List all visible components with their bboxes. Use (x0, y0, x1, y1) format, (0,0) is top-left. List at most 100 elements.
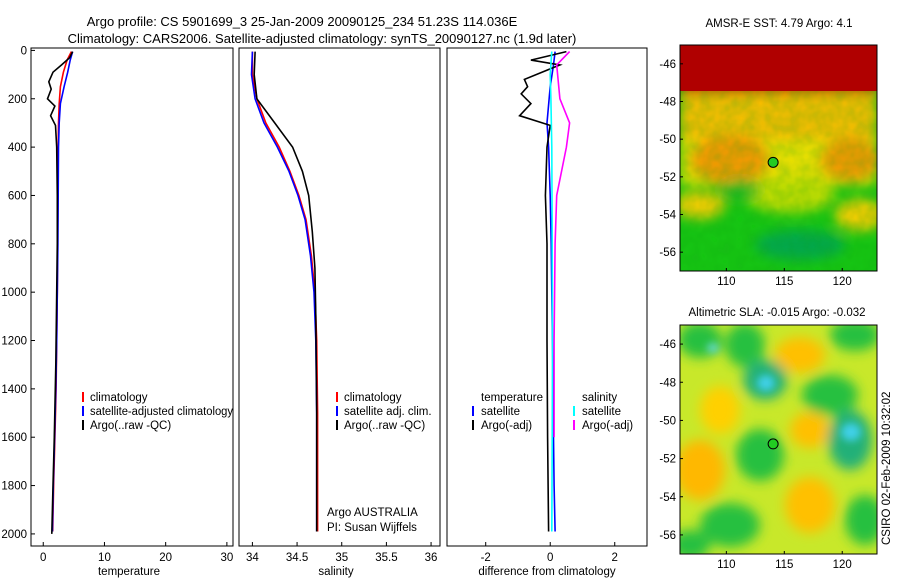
map-x-tick-label: 110 (717, 559, 735, 571)
x-tick-label: -2 (481, 552, 491, 564)
y-tick-label: 0 (21, 45, 27, 57)
x-tick-label: 36 (425, 552, 438, 564)
map-x-tick-label: 120 (833, 276, 852, 288)
float-position-marker (767, 156, 779, 168)
side-timestamp-label: CSIRO 02-Feb-2009 10:32:02 (881, 392, 893, 545)
series-line-2-1 (518, 50, 567, 532)
sst-map-panel: AMSR-E SST: 4.79 Argo: 4.1 110 115 120 -46… (659, 18, 878, 288)
y-tick-label: 400 (8, 142, 27, 154)
sla-float-marker (767, 438, 779, 450)
temperature-legend: climatology satellite-adjusted climatolo… (82, 392, 233, 432)
x-tick-label: 0 (547, 552, 553, 564)
map-y-tick-label: -50 (659, 134, 676, 146)
temperature-plot-area (46, 51, 74, 534)
difference-x-ticks: -2 0 2 (481, 542, 618, 564)
map-y-tick-label: -46 (659, 339, 676, 351)
x-tick-label: 0 (40, 552, 46, 564)
salinity-x-label: salinity (318, 566, 353, 578)
x-tick-label: 2 (612, 552, 618, 564)
x-tick-label: 20 (159, 552, 172, 564)
series-line-2-2 (549, 51, 554, 532)
x-tick-label: 30 (220, 552, 233, 564)
legend-header-salinity: salinity (582, 392, 617, 404)
map-y-tick-label: -54 (659, 492, 676, 504)
sst-map-title: AMSR-E SST: 4.79 Argo: 4.1 (705, 18, 852, 30)
temperature-axes (30, 47, 234, 547)
sla-map-y-ticks: -46 -48 -50 -52 -54 -56 (659, 339, 683, 542)
map-y-tick-label: -48 (659, 97, 676, 109)
map-y-tick-label: -52 (659, 172, 676, 184)
legend-swatch-argo (82, 420, 84, 430)
x-tick-label: 35 (335, 552, 348, 564)
legend-swatch-temp-argo (472, 420, 474, 430)
float-position-marker (767, 438, 779, 450)
legend-swatch-satellite (336, 406, 338, 416)
salinity-plot-area (250, 51, 319, 532)
map-y-tick-label: -50 (659, 415, 676, 427)
y-tick-label: 1400 (1, 384, 27, 396)
map-y-tick-label: -56 (659, 530, 676, 542)
legend-label-argo: Argo(..raw -QC) (90, 420, 171, 432)
y-tick-label: 1600 (1, 432, 27, 444)
sst-map-y-ticks: -46 -48 -50 -52 -54 -56 (659, 59, 683, 259)
legend-label-temp-argo: Argo(-adj) (481, 420, 532, 432)
legend-label-sal-argo: Argo(-adj) (582, 420, 633, 432)
legend-label-temp-satellite: satellite (481, 406, 520, 418)
legend-label-satellite: satellite adj. clim. (344, 406, 432, 418)
y-tick-label: 600 (8, 190, 27, 202)
legend-label-sal-satellite: satellite (582, 406, 621, 418)
legend-swatch-temp-satellite (472, 406, 474, 416)
x-tick-label: 35.5 (375, 552, 397, 564)
temperature-y-ticks: 0 200 400 600 800 1000 1200 1400 1600 1800 2000 (1, 45, 35, 541)
map-y-tick-label: -46 (659, 59, 676, 71)
y-tick-label: 1000 (1, 287, 27, 299)
legend-label-climatology: climatology (90, 392, 148, 404)
map-y-tick-label: -56 (659, 247, 676, 259)
difference-x-label: difference from climatology (478, 566, 615, 578)
salinity-panel: 34 34.5 35 35.5 36 salinity climatology sate… (238, 47, 441, 578)
map-y-tick-label: -48 (659, 377, 676, 389)
legend-swatch-sal-argo (573, 420, 575, 430)
salinity-x-ticks: 34 34.5 35 35.5 36 (246, 542, 437, 564)
sst-map-x-ticks: 110 115 120 (717, 268, 852, 288)
map-x-tick-label: 110 (717, 276, 735, 288)
sst-map-frame (679, 44, 878, 272)
sst-float-marker (767, 156, 779, 168)
y-tick-label: 200 (8, 94, 27, 106)
legend-swatch-climatology (336, 392, 338, 402)
sla-map-frame (679, 324, 878, 555)
figure-title-line2: Climatology: CARS2006. Satellite-adjuste… (68, 31, 577, 46)
pi-annotation: PI: Susan Wijffels (327, 522, 417, 534)
series-line-2-3 (553, 51, 571, 438)
legend-swatch-satellite (82, 406, 84, 416)
legend-swatch-sal-satellite (573, 406, 575, 416)
y-tick-label: 1200 (1, 336, 27, 348)
legend-header-temperature: temperature (481, 392, 543, 404)
temperature-x-ticks: 0 10 20 30 (40, 542, 233, 564)
sst-map-image (680, 45, 877, 271)
map-x-tick-label: 115 (775, 559, 793, 571)
map-y-tick-label: -54 (659, 210, 676, 222)
sla-map-title: Altimetric SLA: -0.015 Argo: -0.032 (688, 307, 865, 319)
map-x-tick-label: 120 (833, 559, 852, 571)
sla-map-panel: Altimetric SLA: -0.015 Argo: -0.032 (659, 307, 878, 571)
legend-label-satellite: satellite-adjusted climatology (90, 406, 233, 418)
salinity-axes (238, 47, 441, 547)
x-tick-label: 10 (98, 552, 111, 564)
sla-map-image (680, 325, 877, 554)
figure-title-line1: Argo profile: CS 5901699_3 25-Jan-2009 2… (87, 14, 518, 29)
map-x-tick-label: 115 (775, 276, 793, 288)
difference-panel: -2 0 2 difference from climatology tempera… (446, 47, 648, 578)
difference-plot-area (518, 50, 571, 532)
legend-label-climatology: climatology (344, 392, 402, 404)
y-tick-label: 2000 (1, 529, 27, 541)
temperature-panel: 0 10 20 30 0 200 400 600 800 1000 1200 1400 1600 180… (1, 45, 234, 578)
difference-legend: temperature salinity satellite Argo(-adj… (472, 392, 633, 432)
salinity-legend: climatology satellite adj. clim. Argo(..… (336, 392, 432, 432)
x-tick-label: 34 (246, 552, 259, 564)
legend-swatch-climatology (82, 392, 84, 402)
legend-swatch-argo (336, 420, 338, 430)
map-y-tick-label: -52 (659, 454, 676, 466)
sla-map-x-ticks: 110 115 120 (717, 551, 852, 571)
